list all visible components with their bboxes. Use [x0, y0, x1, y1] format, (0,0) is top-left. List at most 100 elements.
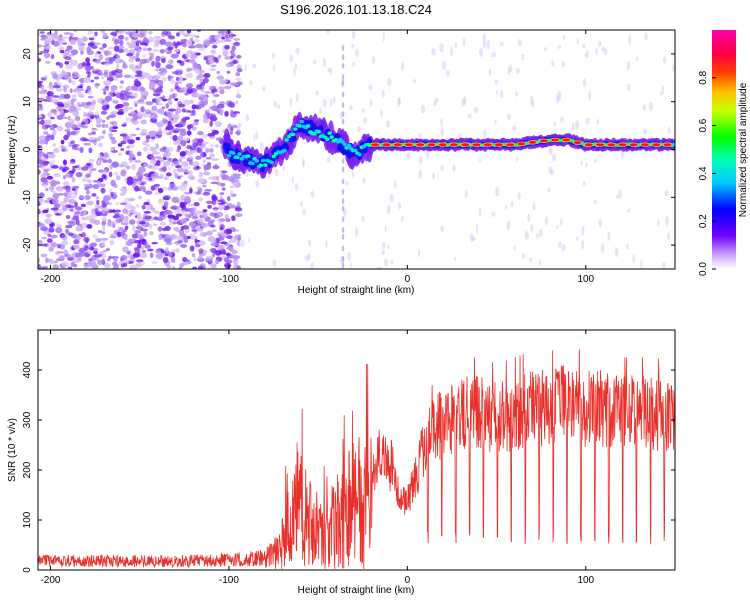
noise-blob: [102, 43, 107, 48]
noise-blob: [157, 102, 163, 106]
noise-blob: [226, 228, 232, 234]
ridge-core: [237, 152, 242, 156]
noise-blob: [224, 262, 232, 269]
noise-blob: [116, 111, 125, 115]
streak-dot: [341, 233, 345, 240]
x-tick-label: 100: [577, 575, 594, 586]
noise-blob: [58, 46, 65, 51]
noise-dot: [273, 101, 278, 108]
noise-dot: [661, 262, 666, 269]
noise-dot: [349, 262, 352, 268]
noise-blob: [135, 40, 142, 44]
noise-blob: [142, 53, 147, 58]
noise-blob: [50, 242, 58, 247]
noise-blob: [165, 210, 173, 216]
noise-blob: [167, 214, 175, 219]
noise-blob: [76, 121, 81, 129]
noise-blob: [149, 53, 155, 59]
noise-dot: [515, 157, 519, 162]
noise-blob: [85, 57, 90, 64]
noise-blob: [167, 166, 172, 171]
noise-blob: [173, 160, 180, 166]
noise-dot: [357, 126, 362, 133]
noise-blob: [143, 201, 150, 206]
noise-blob: [47, 111, 53, 118]
noise-blob: [98, 154, 103, 161]
noise-blob: [194, 210, 203, 215]
noise-blob: [101, 76, 105, 80]
noise-blob: [80, 166, 89, 171]
noise-blob: [105, 248, 110, 252]
noise-blob: [218, 55, 222, 58]
x-tick-label: 0: [405, 274, 411, 285]
ridge-peak: [517, 142, 526, 146]
noise-blob: [94, 31, 98, 37]
noise-dot: [248, 238, 251, 243]
noise-blob: [219, 110, 224, 116]
noise-blob: [139, 58, 148, 64]
noise-blob: [153, 183, 161, 187]
noise-blob: [114, 69, 123, 73]
noise-blob: [71, 252, 78, 258]
noise-blob: [168, 251, 173, 257]
noise-blob: [87, 30, 94, 36]
noise-blob: [108, 171, 113, 178]
noise-blob: [120, 202, 127, 206]
noise-blob: [141, 249, 146, 253]
noise-dot: [493, 51, 496, 58]
noise-blob: [38, 135, 46, 142]
noise-blob: [67, 232, 74, 237]
noise-dot: [517, 38, 522, 47]
noise-blob: [40, 34, 46, 38]
noise-blob: [140, 91, 144, 97]
noise-blob: [94, 207, 99, 214]
noise-blob: [193, 39, 200, 42]
noise-blob: [63, 93, 71, 100]
noise-blob: [69, 208, 74, 212]
streak-dot: [341, 245, 345, 252]
noise-blob: [180, 160, 189, 167]
noise-dot: [389, 194, 394, 202]
noise-blob: [82, 36, 88, 42]
noise-blob: [66, 254, 74, 258]
noise-blob: [191, 229, 198, 232]
noise-blob: [164, 111, 172, 118]
noise-blob: [179, 130, 187, 137]
noise-blob: [141, 181, 147, 185]
noise-blob: [202, 232, 208, 237]
noise-blob: [100, 49, 106, 53]
noise-blob: [232, 173, 239, 178]
noise-dot: [237, 241, 242, 248]
noise-blob: [101, 203, 107, 208]
noise-blob: [94, 58, 102, 64]
noise-blob: [202, 192, 211, 196]
noise-dot: [229, 189, 234, 198]
noise-dot: [607, 231, 611, 242]
ridge-core: [235, 155, 240, 160]
noise-blob: [120, 254, 128, 261]
noise-dot: [595, 47, 598, 55]
noise-dot: [499, 42, 504, 47]
noise-blob: [224, 257, 230, 263]
noise-dot: [507, 113, 511, 121]
noise-blob: [70, 140, 75, 145]
noise-blob: [107, 61, 114, 64]
noise-blob: [77, 252, 85, 258]
noise-blob: [198, 103, 205, 108]
noise-blob: [40, 179, 48, 183]
noise-blob: [98, 47, 105, 50]
noise-blob: [87, 132, 94, 136]
noise-dot: [384, 225, 387, 233]
noise-blob: [165, 103, 169, 109]
noise-blob: [162, 256, 169, 263]
noise-dot: [668, 126, 671, 136]
noise-blob: [188, 45, 196, 49]
noise-blob: [180, 209, 187, 216]
noise-blob: [176, 148, 180, 153]
noise-blob: [63, 166, 70, 171]
noise-blob: [100, 187, 106, 194]
noise-blob: [64, 71, 70, 77]
noise-blob: [176, 32, 180, 37]
noise-blob: [119, 39, 124, 46]
